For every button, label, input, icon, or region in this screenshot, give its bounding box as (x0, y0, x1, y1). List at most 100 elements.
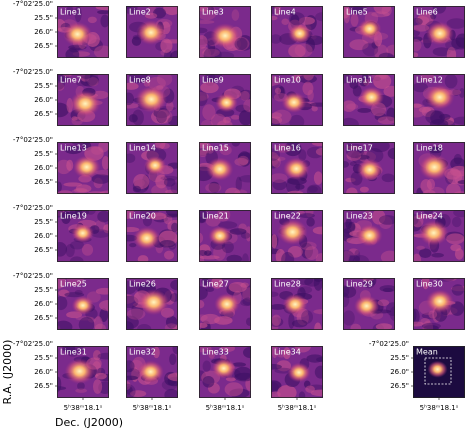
noise-patch (426, 178, 436, 190)
noise-patch (312, 142, 323, 147)
region-box (424, 357, 452, 385)
x-tick-label: 5ʰ38ᵐ18.1ˢ (64, 404, 103, 412)
image-panel (57, 142, 109, 194)
noise-patch (200, 313, 220, 325)
noise-patch (199, 46, 211, 58)
noise-patch (387, 147, 395, 160)
noise-patch (85, 210, 96, 215)
emission-blob (427, 360, 448, 378)
panel-frame (271, 74, 323, 126)
noise-patch (307, 89, 314, 101)
noise-patch (306, 35, 323, 46)
noise-patch (298, 16, 315, 25)
noise-patch (132, 185, 141, 193)
noise-patch (208, 181, 220, 193)
noise-patch (315, 253, 323, 262)
noise-patch (234, 157, 249, 166)
y-tick-label: 26.0" (34, 300, 53, 308)
image-panel (126, 142, 178, 194)
image-panel (57, 6, 109, 58)
y-tick-label: 25.5" (34, 150, 53, 158)
noise-patch (271, 116, 283, 124)
noise-patch (373, 6, 392, 15)
noise-patch (68, 351, 78, 357)
noise-patch (348, 254, 360, 262)
y-tick-label: 26.5" (390, 382, 409, 390)
noise-patch (151, 184, 168, 194)
panel-label: Line34 (274, 348, 301, 357)
noise-patch (160, 38, 173, 53)
panel-label: Line15 (202, 144, 229, 153)
noise-patch (382, 287, 393, 293)
noise-patch (294, 43, 313, 58)
image-panel (343, 6, 395, 58)
panel-frame (343, 210, 395, 262)
noise-patch (420, 74, 434, 82)
emission-blob (281, 91, 307, 113)
image-panel (57, 346, 109, 398)
noise-patch (378, 215, 393, 229)
noise-patch (282, 347, 291, 360)
emission-blob (357, 18, 382, 39)
noise-patch (74, 290, 83, 295)
emission-blob (356, 224, 383, 247)
noise-patch (349, 39, 369, 51)
noise-patch (169, 293, 178, 302)
noise-patch (271, 316, 279, 330)
noise-patch (288, 313, 295, 329)
y-tick-label: 25.5" (34, 354, 53, 362)
noise-patch (314, 322, 322, 330)
noise-patch (126, 153, 136, 164)
noise-patch (386, 44, 395, 56)
noise-patch (299, 213, 315, 219)
panel-label: Line31 (60, 348, 87, 357)
panel-label: Line20 (129, 212, 156, 221)
noise-patch (314, 365, 323, 379)
noise-patch (349, 6, 367, 11)
noise-patch (298, 391, 306, 398)
noise-patch (172, 346, 178, 355)
noise-patch (231, 142, 241, 147)
noise-patch (126, 315, 139, 329)
noise-patch (346, 103, 359, 110)
image-panel (126, 278, 178, 330)
noise-patch (428, 146, 443, 154)
noise-patch (271, 155, 281, 168)
noise-patch (451, 216, 462, 228)
panel-frame (271, 6, 323, 58)
noise-patch (91, 146, 104, 155)
emission-blob (71, 295, 95, 316)
noise-patch (57, 296, 68, 311)
noise-patch (455, 33, 465, 48)
noise-patch (234, 372, 251, 382)
noise-patch (97, 10, 109, 15)
noise-patch (271, 234, 278, 249)
panel-label: Line26 (129, 280, 156, 289)
noise-patch (289, 12, 305, 26)
noise-patch (101, 155, 109, 170)
noise-patch (363, 78, 370, 86)
noise-patch (57, 181, 62, 193)
noise-patch (413, 52, 419, 58)
emission-blob (425, 289, 454, 314)
noise-patch (199, 142, 213, 155)
noise-patch (413, 17, 423, 26)
emission-blob (138, 289, 170, 316)
noise-patch (305, 385, 315, 393)
noise-patch (203, 47, 222, 58)
noise-patch (199, 19, 215, 25)
noise-patch (271, 346, 278, 359)
noise-patch (413, 308, 417, 322)
noise-patch (284, 142, 302, 157)
y-tick-label: -7°02'25.0" (369, 340, 409, 348)
noise-patch (137, 323, 152, 330)
noise-patch (298, 278, 314, 286)
noise-patch (94, 372, 107, 380)
noise-patch (207, 6, 215, 12)
panel-frame (126, 346, 178, 398)
noise-patch (343, 250, 355, 262)
noise-patch (208, 74, 222, 80)
noise-patch (201, 278, 209, 286)
noise-patch (343, 161, 350, 168)
image-panel (271, 6, 323, 58)
